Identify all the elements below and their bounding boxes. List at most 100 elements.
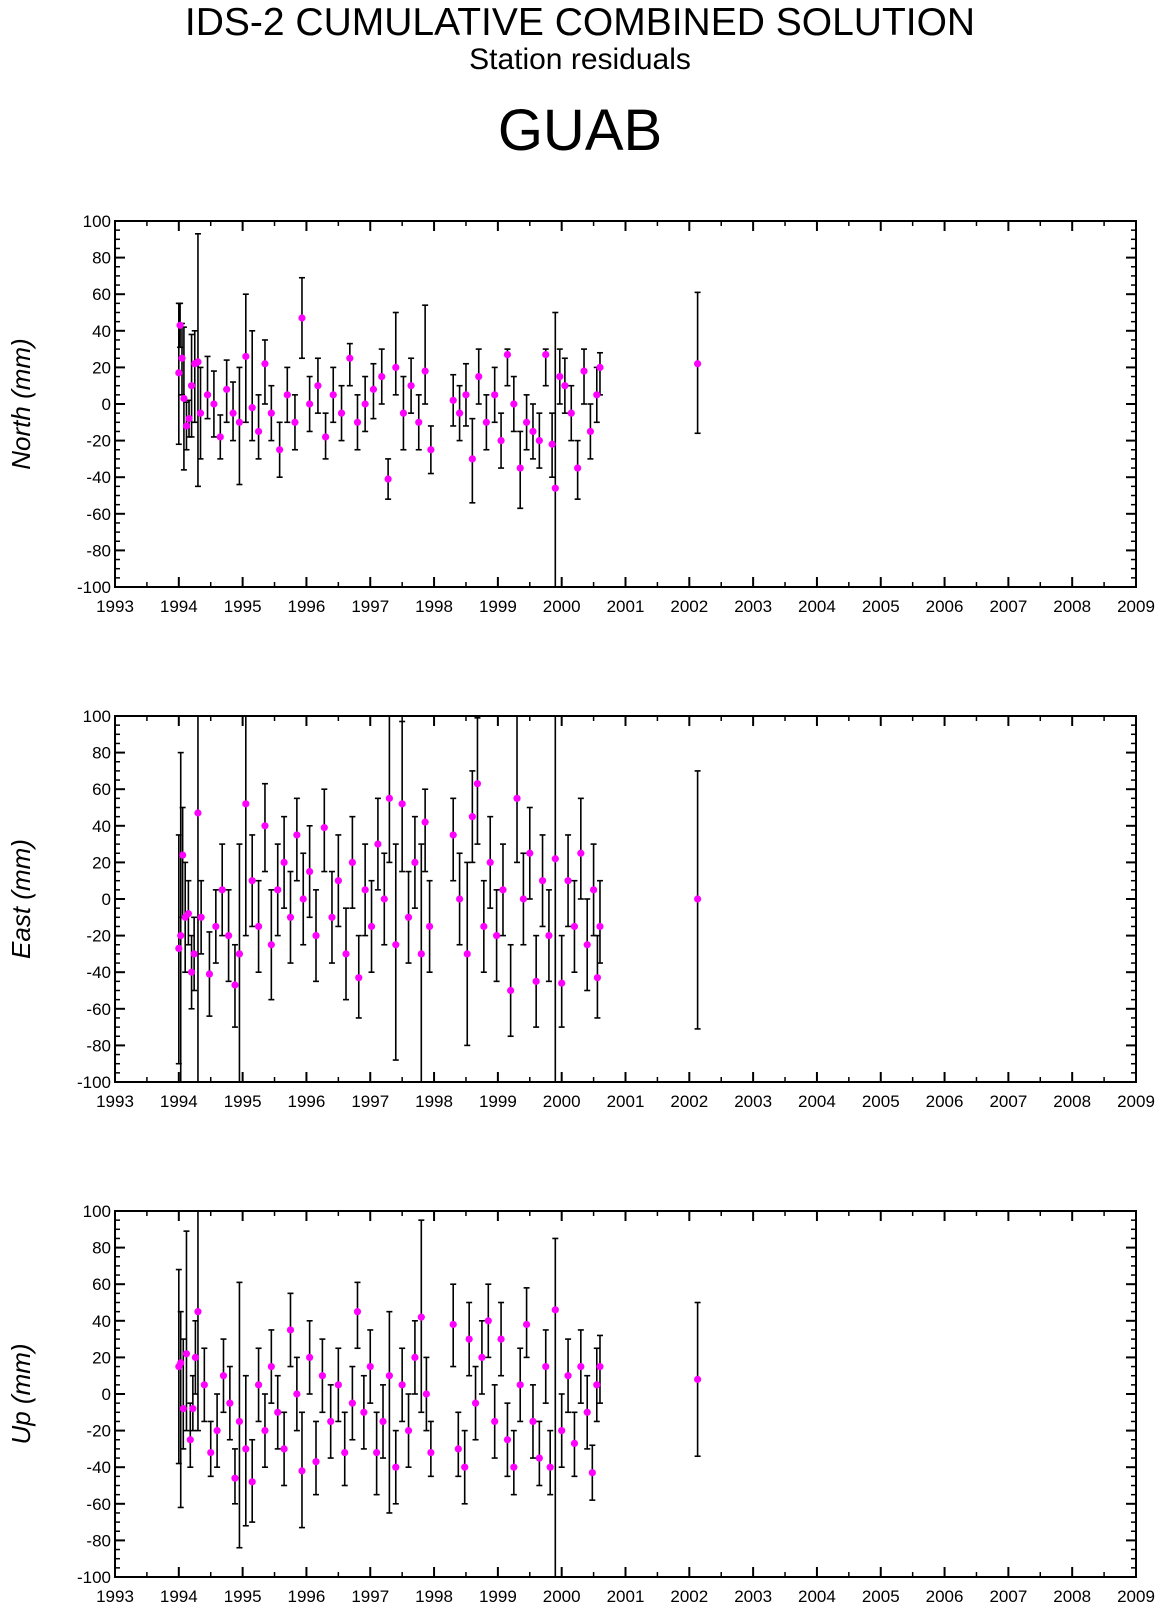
data-point bbox=[254, 922, 263, 931]
data-point bbox=[186, 1436, 194, 1444]
data-point bbox=[449, 396, 457, 404]
data-point bbox=[280, 1445, 288, 1453]
data-point bbox=[306, 867, 314, 876]
x-tick-label: 2009 bbox=[1117, 1587, 1155, 1606]
data-point bbox=[283, 391, 291, 399]
north-panel: 1993 1994 1995 1996 1997 1998 1999 2000 2001 2002… bbox=[6, 212, 1155, 616]
data-point bbox=[218, 886, 226, 894]
x-tick-label: 2008 bbox=[1053, 597, 1091, 616]
data-point bbox=[194, 809, 202, 817]
x-tick-label: 1997 bbox=[351, 597, 389, 616]
y-tick-label: -20 bbox=[86, 432, 111, 451]
data-point bbox=[461, 1463, 469, 1471]
data-point bbox=[203, 391, 212, 399]
data-point bbox=[593, 1381, 601, 1389]
data-point bbox=[380, 895, 388, 903]
data-point bbox=[425, 922, 434, 931]
y-tick-label: 0 bbox=[102, 395, 111, 414]
data-point bbox=[207, 1448, 215, 1457]
x-tick-label: 2006 bbox=[926, 1092, 964, 1111]
data-point bbox=[361, 400, 369, 408]
y-tick-label: 20 bbox=[92, 853, 111, 872]
data-point bbox=[327, 1417, 335, 1426]
x-tick-label: 2002 bbox=[670, 597, 708, 616]
x-tick-label: 1995 bbox=[224, 1587, 262, 1606]
x-tick-label: 2002 bbox=[670, 1587, 708, 1606]
y-tick-label: 100 bbox=[83, 212, 111, 231]
data-point bbox=[589, 886, 598, 894]
data-point bbox=[182, 1350, 191, 1358]
data-point bbox=[348, 1399, 356, 1407]
data-point bbox=[191, 1353, 200, 1361]
data-point bbox=[248, 877, 256, 885]
y-axis-label: North (mm) bbox=[6, 338, 36, 469]
data-point bbox=[468, 813, 476, 821]
x-tick-label: 1998 bbox=[415, 1587, 453, 1606]
x-tick-label: 1999 bbox=[479, 1092, 517, 1111]
data-point bbox=[535, 1454, 543, 1462]
data-point bbox=[235, 1417, 244, 1426]
data-point bbox=[261, 822, 269, 830]
x-tick-label: 1999 bbox=[479, 1587, 517, 1606]
x-tick-label: 2007 bbox=[989, 597, 1027, 616]
data-point bbox=[542, 350, 550, 359]
data-point bbox=[473, 780, 482, 788]
plot-frame bbox=[114, 1210, 1137, 1578]
data-point bbox=[179, 851, 187, 859]
data-point bbox=[320, 824, 328, 832]
y-tick-label: 60 bbox=[92, 1275, 111, 1294]
data-point bbox=[480, 922, 488, 931]
data-point bbox=[507, 986, 515, 995]
x-tick-label: 1996 bbox=[288, 1587, 326, 1606]
data-point bbox=[478, 1353, 486, 1361]
data-point bbox=[196, 409, 205, 417]
data-point bbox=[306, 400, 314, 408]
data-point bbox=[551, 1306, 559, 1314]
y-tick-label: -80 bbox=[86, 541, 111, 560]
data-point bbox=[378, 372, 386, 381]
data-point bbox=[293, 1390, 301, 1398]
data-point bbox=[385, 794, 393, 802]
data-point bbox=[360, 1408, 368, 1416]
data-point bbox=[231, 981, 239, 989]
data-point bbox=[248, 1478, 256, 1486]
x-tick-label: 1993 bbox=[96, 1587, 134, 1606]
data-point bbox=[471, 1399, 480, 1407]
x-tick-label: 1999 bbox=[479, 597, 517, 616]
data-point bbox=[306, 1353, 314, 1361]
data-point bbox=[532, 977, 540, 985]
data-point bbox=[535, 437, 543, 445]
data-point bbox=[551, 855, 559, 863]
data-point bbox=[242, 352, 250, 361]
data-point bbox=[392, 941, 400, 949]
data-point bbox=[341, 1448, 349, 1457]
data-point bbox=[361, 886, 369, 894]
x-tick-label: 2009 bbox=[1117, 1092, 1155, 1111]
data-point bbox=[694, 1375, 702, 1383]
x-tick-label: 2004 bbox=[798, 1092, 836, 1111]
chart-title: IDS-2 CUMULATIVE COMBINED SOLUTION bbox=[184, 1, 976, 44]
data-point bbox=[267, 1362, 275, 1371]
data-point bbox=[353, 1308, 362, 1316]
x-tick-label: 2000 bbox=[543, 597, 581, 616]
data-point bbox=[519, 895, 528, 903]
data-point bbox=[197, 913, 205, 921]
y-tick-label: 20 bbox=[92, 358, 111, 377]
data-point bbox=[574, 464, 582, 472]
data-point bbox=[497, 437, 505, 445]
data-point bbox=[548, 440, 556, 448]
data-point bbox=[224, 932, 233, 940]
y-tick-label: -100 bbox=[77, 578, 111, 597]
data-point bbox=[261, 1427, 269, 1435]
data-point bbox=[178, 354, 186, 362]
data-point bbox=[286, 913, 295, 921]
x-tick-label: 2006 bbox=[926, 1587, 964, 1606]
x-tick-label: 2007 bbox=[989, 1587, 1027, 1606]
data-point bbox=[463, 950, 471, 958]
y-tick-label: -60 bbox=[86, 1495, 111, 1514]
y-tick-label: 40 bbox=[92, 1312, 111, 1331]
x-tick-label: 1994 bbox=[160, 597, 198, 616]
data-point bbox=[588, 1469, 596, 1477]
data-point bbox=[556, 372, 564, 381]
